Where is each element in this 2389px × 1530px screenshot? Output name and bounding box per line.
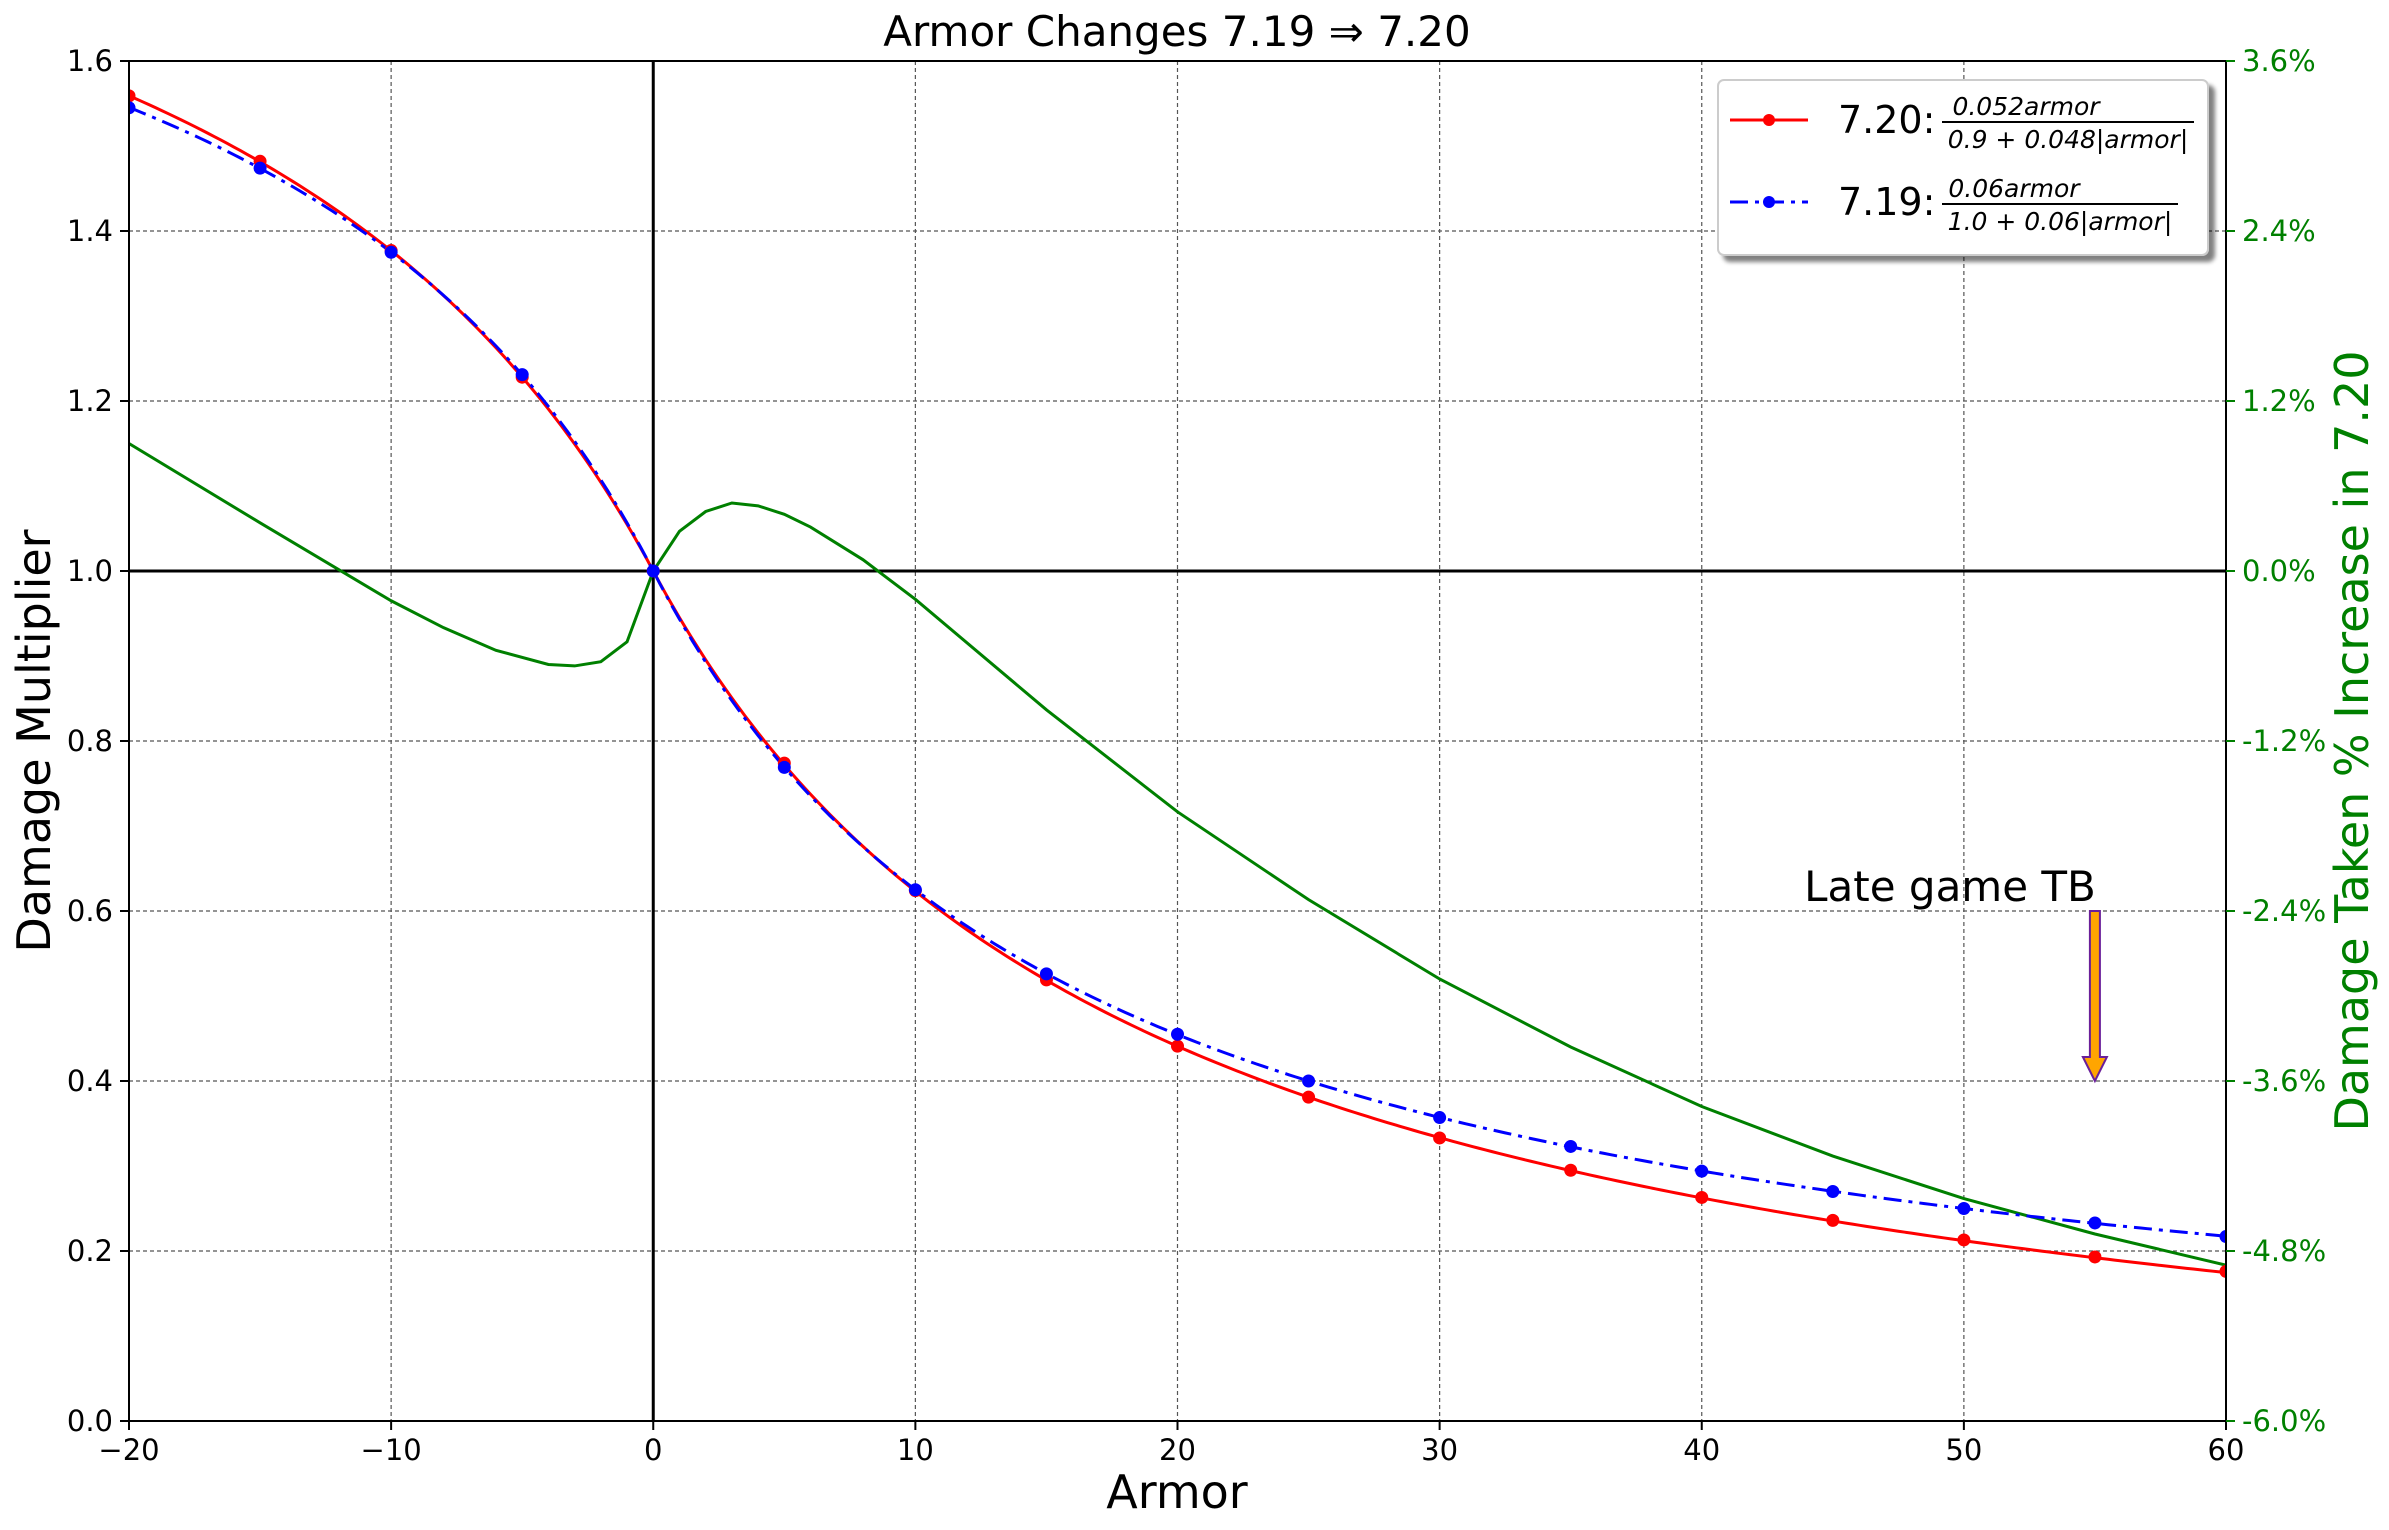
ticks: −20 −10 0 10 20 30 40 50 60 0.0 0.2 0.4 0.6 0.8 1.0 1.2… <box>67 44 2326 1467</box>
series-line-7-19 <box>129 105 2226 1238</box>
point-7-19 <box>646 564 660 578</box>
legend-formula-den-7-20: 0.9 + 0.048|armor| <box>1948 125 2189 154</box>
y2-tick-label: 1.2% <box>2242 384 2316 418</box>
x-tick-label: −20 <box>98 1433 159 1467</box>
legend-marker-7-19 <box>1763 196 1775 208</box>
series-line-pct-increase <box>129 442 2226 1267</box>
legend-formula-num-7-20: 0.052armor <box>1952 92 2101 121</box>
x-tick-label: 60 <box>2208 1433 2245 1467</box>
legend-marker-7-20 <box>1763 114 1775 126</box>
point-7-20 <box>2088 1250 2102 1264</box>
y-tick-label: 1.6 <box>67 44 113 78</box>
x-tick-label: −10 <box>361 1433 422 1467</box>
point-7-20 <box>1171 1039 1184 1053</box>
chart-title: Armor Changes 7.19 ⇒ 7.20 <box>883 7 1470 56</box>
point-7-19 <box>384 245 398 259</box>
point-7-20 <box>129 89 136 103</box>
annotation-arrow-icon <box>2081 910 2109 1084</box>
legend: 7.20: 0.052armor 0.9 + 0.048|armor| 7.19… <box>1717 79 2209 256</box>
y-tick-label: 1.0 <box>67 554 113 588</box>
legend-formula-den-7-19: 1.0 + 0.06|armor| <box>1948 207 2173 236</box>
legend-label-7-19: 7.19: <box>1838 180 1935 224</box>
y2-tick-label: 3.6% <box>2242 44 2316 78</box>
x-tick-label: 10 <box>897 1433 934 1467</box>
x-axis-label: Armor <box>1106 1465 1248 1519</box>
y2-tick-label: -1.2% <box>2242 724 2326 758</box>
legend-entry-7-19: 7.19: 0.06armor 1.0 + 0.06|armor| <box>1730 174 2178 236</box>
y-tick-label: 1.4 <box>67 214 113 248</box>
point-7-19 <box>515 368 529 382</box>
point-7-19 <box>908 883 922 897</box>
point-7-19 <box>2088 1216 2102 1230</box>
point-7-19 <box>1826 1185 1840 1198</box>
y2-axis-label: Damage Taken % Increase in 7.20 <box>2325 350 2379 1131</box>
y-tick-label: 0.8 <box>67 724 113 758</box>
point-7-19 <box>253 161 267 175</box>
point-7-20 <box>1695 1190 1709 1204</box>
y-tick-label: 1.2 <box>67 384 113 418</box>
point-7-20 <box>1433 1131 1447 1145</box>
x-tick-label: 0 <box>644 1433 662 1467</box>
late-game-annotation: Late game TB <box>1804 862 2109 1084</box>
y-tick-label: 0.4 <box>67 1064 113 1098</box>
y2-tick-label: -2.4% <box>2242 894 2326 928</box>
point-7-20 <box>1957 1233 1971 1247</box>
point-7-20 <box>1564 1163 1578 1177</box>
y-tick-label: 0.2 <box>67 1234 113 1268</box>
point-7-19 <box>129 101 136 115</box>
x-tick-label: 20 <box>1159 1433 1196 1467</box>
legend-name-7-20: 7.20 <box>1838 98 1923 142</box>
point-7-19 <box>1433 1111 1447 1125</box>
point-7-19 <box>1039 967 1053 981</box>
legend-box <box>1717 79 2209 256</box>
x-tick-label: 30 <box>1421 1433 1458 1467</box>
y-axis-label: Damage Multiplier <box>7 529 61 952</box>
y2-tick-label: 2.4% <box>2242 214 2316 248</box>
point-7-20 <box>1826 1213 1840 1227</box>
point-7-19 <box>1302 1074 1316 1088</box>
zero-axis-lines <box>129 61 2226 1421</box>
annotation-text: Late game TB <box>1804 862 2096 911</box>
y2-tick-label: -6.0% <box>2242 1404 2326 1438</box>
point-7-19 <box>1957 1202 1971 1215</box>
y-tick-label: 0.6 <box>67 894 113 928</box>
y2-tick-label: -3.6% <box>2242 1064 2326 1098</box>
x-tick-label: 50 <box>1945 1433 1982 1467</box>
y-tick-label: 0.0 <box>67 1404 113 1438</box>
point-7-19 <box>1695 1164 1709 1178</box>
point-7-19 <box>1171 1027 1184 1041</box>
y2-tick-label: -4.8% <box>2242 1234 2326 1268</box>
point-7-19 <box>2219 1230 2226 1244</box>
series-layer <box>129 89 2226 1278</box>
point-7-20 <box>1302 1090 1316 1104</box>
legend-name-7-19: 7.19 <box>1838 180 1923 224</box>
grid <box>128 60 2227 1422</box>
point-7-19 <box>777 760 791 774</box>
legend-label-7-20: 7.20: <box>1838 98 1935 142</box>
legend-formula-num-7-19: 0.06armor <box>1948 174 2081 203</box>
point-7-20 <box>2219 1264 2226 1278</box>
point-7-19 <box>1564 1139 1578 1153</box>
legend-entry-7-20: 7.20: 0.052armor 0.9 + 0.048|armor| <box>1730 92 2194 154</box>
x-tick-label: 40 <box>1683 1433 1720 1467</box>
y2-tick-label: 0.0% <box>2242 554 2316 588</box>
